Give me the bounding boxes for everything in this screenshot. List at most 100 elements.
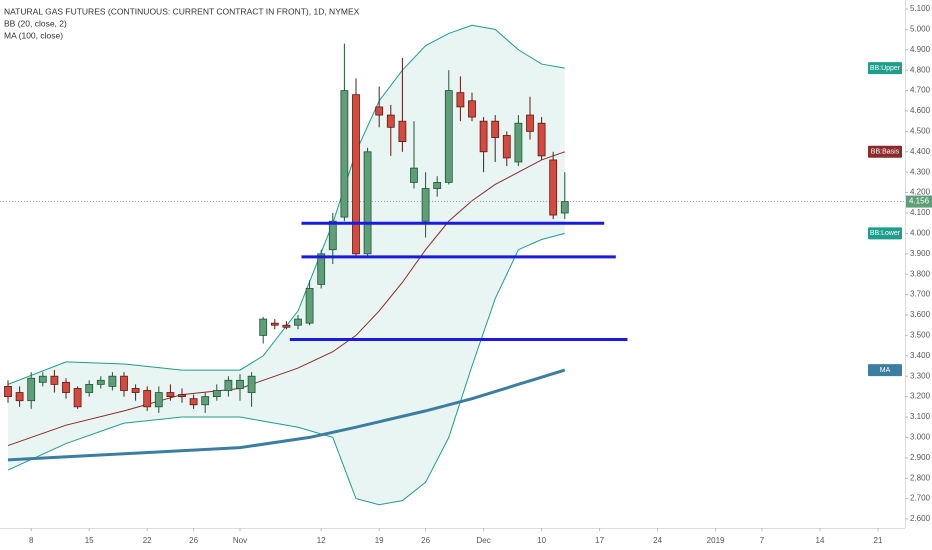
y-tick-label: 3.200 xyxy=(910,392,931,401)
candle-body xyxy=(96,379,105,385)
y-tick-label: 4.800 xyxy=(910,65,931,74)
candle-body xyxy=(560,201,569,214)
x-tick-label: 12 xyxy=(317,536,326,545)
candle-body xyxy=(15,392,24,402)
candle-body xyxy=(491,120,500,138)
x-tick-label: Nov xyxy=(233,536,247,545)
last-price-label: 4.156 xyxy=(909,197,930,206)
y-tick-label: 2.700 xyxy=(910,494,931,503)
candle-body xyxy=(398,120,407,142)
candle-body xyxy=(38,375,47,383)
x-tick-label: 19 xyxy=(375,536,384,545)
candle-body xyxy=(189,398,198,406)
candle-body xyxy=(212,390,221,398)
candle-body xyxy=(108,375,117,387)
indicator-legend: BB (20, close, 2) xyxy=(4,18,67,28)
candle-body xyxy=(340,90,349,218)
indicator-label: BB:Lower xyxy=(870,230,901,237)
candle-body xyxy=(224,379,233,391)
candle-body xyxy=(4,386,12,398)
candle-body xyxy=(131,388,140,393)
candle-body xyxy=(444,90,453,183)
y-tick-label: 4.200 xyxy=(910,188,931,197)
indicator-label: BB:Basis xyxy=(871,149,900,156)
x-tick-label: 17 xyxy=(595,536,604,545)
y-tick-label: 3.700 xyxy=(910,290,931,299)
x-tick-label: Dec xyxy=(476,536,490,545)
y-tick-label: 2.800 xyxy=(910,473,931,482)
y-tick-label: 3.900 xyxy=(910,249,931,258)
y-tick-label: 3.000 xyxy=(910,433,931,442)
indicator-line xyxy=(7,151,565,447)
candle-body xyxy=(178,394,186,398)
candle-body xyxy=(352,94,360,255)
candle-body xyxy=(201,396,210,406)
candle-body xyxy=(375,106,384,116)
candle-body xyxy=(73,388,82,408)
candle-body xyxy=(270,322,279,326)
plot xyxy=(0,24,905,506)
y-tick-label: 3.500 xyxy=(910,331,931,340)
indicator-label: MA xyxy=(880,367,891,374)
x-tick-label: 14 xyxy=(816,536,825,545)
y-tick-label: 4.100 xyxy=(910,208,931,217)
y-tick-label: 2.600 xyxy=(910,514,931,523)
last-price-badge xyxy=(906,195,932,208)
chart-title: NATURAL GAS FUTURES (CONTINUOUS: CURRENT… xyxy=(4,6,360,16)
indicator-label-bg xyxy=(868,364,902,377)
candle-body xyxy=(317,253,326,285)
candle-body xyxy=(305,288,314,324)
indicator-label-bg xyxy=(868,145,902,158)
y-tick-label: 5.100 xyxy=(910,4,931,13)
candle-body xyxy=(120,375,128,391)
candle-body xyxy=(468,100,476,118)
candle-body xyxy=(526,114,534,132)
candle-body xyxy=(410,167,418,183)
candle-body xyxy=(50,375,59,385)
candle-body xyxy=(236,379,244,389)
candle-body xyxy=(537,122,546,157)
y-tick-label: 4.500 xyxy=(910,126,931,135)
indicator-label-bg xyxy=(868,227,902,240)
y-tick-label: 4.000 xyxy=(910,229,931,238)
candle-body xyxy=(294,318,302,326)
candle-body xyxy=(456,92,465,108)
candle-body xyxy=(259,318,268,336)
indicator-legend: MA (100, close) xyxy=(4,30,63,40)
y-tick-label: 4.400 xyxy=(910,147,931,156)
indicator-line xyxy=(7,368,566,462)
candle-body xyxy=(502,135,511,159)
x-tick-label: 15 xyxy=(85,536,94,545)
y-tick-label: 3.100 xyxy=(910,412,931,421)
indicator-line xyxy=(7,24,565,385)
candle-body xyxy=(154,392,163,408)
candle-body xyxy=(363,151,372,255)
y-tick-label: 4.300 xyxy=(910,167,931,176)
x-tick-label: 10 xyxy=(537,536,546,545)
x-tick-label: 26 xyxy=(421,536,430,545)
y-tick-label: 4.700 xyxy=(910,86,931,95)
indicator-label-bg xyxy=(868,62,902,75)
candle-body xyxy=(386,114,395,128)
candle-body xyxy=(247,375,256,393)
candle-body xyxy=(143,390,152,408)
candle-body xyxy=(421,188,430,222)
y-tick-label: 3.600 xyxy=(910,310,931,319)
x-tick-label: 7 xyxy=(760,536,765,545)
y-tick-label: 3.400 xyxy=(910,351,931,360)
indicator-label: BB:Upper xyxy=(870,65,901,72)
y-tick-label: 3.300 xyxy=(910,371,931,380)
candle-body xyxy=(433,181,442,189)
x-tick-label: 2019 xyxy=(707,536,725,545)
candle-body xyxy=(166,392,175,398)
candle-body xyxy=(549,159,558,216)
x-tick-label: 24 xyxy=(653,536,662,545)
candle-body xyxy=(479,120,488,153)
candle-body xyxy=(514,122,523,163)
y-tick-label: 3.800 xyxy=(910,269,931,278)
x-tick-label: 26 xyxy=(189,536,198,545)
x-tick-label: 8 xyxy=(29,536,34,545)
x-tick-label: 22 xyxy=(143,536,152,545)
bb-band-fill xyxy=(8,25,565,505)
